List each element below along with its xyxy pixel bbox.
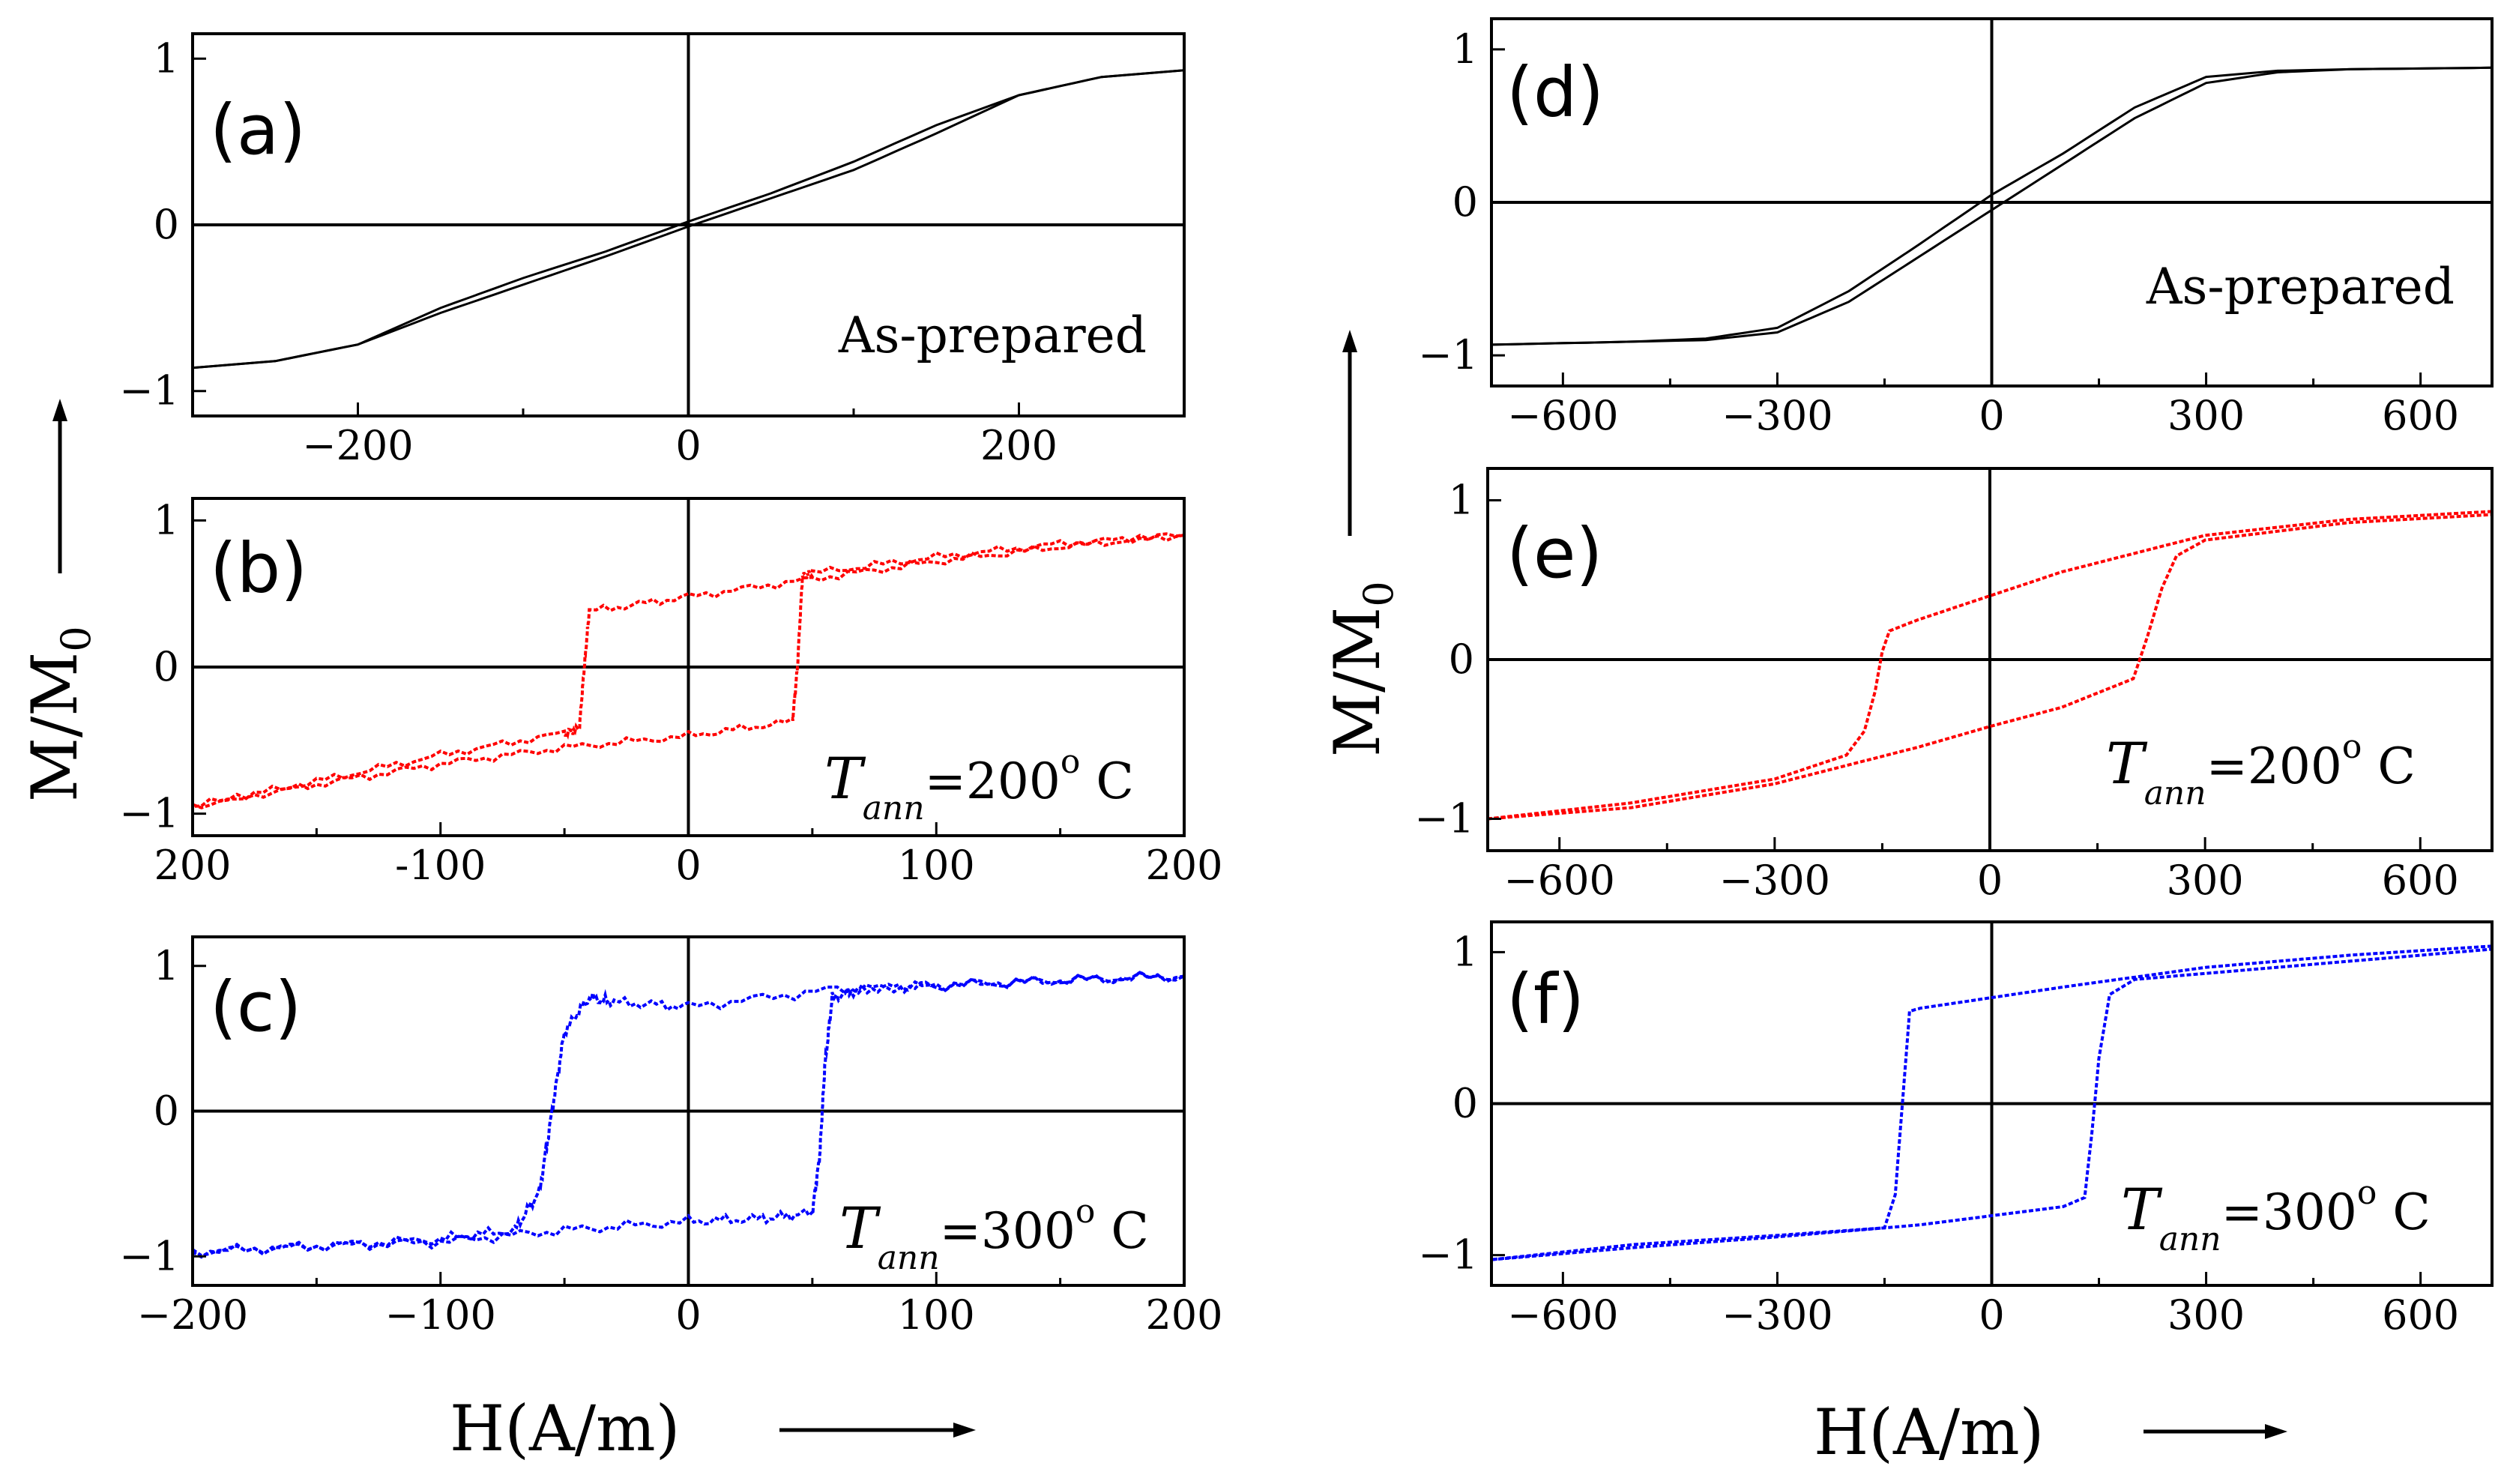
right-x-axis-title: H(A/m) xyxy=(1814,1396,2044,1469)
panel-label: (d) xyxy=(1506,52,1604,133)
panel-label: (f) xyxy=(1506,959,1584,1040)
series-line-descending xyxy=(1491,66,2493,346)
series-line-descending xyxy=(192,69,1185,370)
x-tick-label: −600 xyxy=(1507,392,1618,439)
y-tick-label: 0 xyxy=(154,643,179,690)
y-tick-label: −1 xyxy=(119,1232,179,1279)
x-tick-label: 300 xyxy=(2167,857,2244,904)
chart-panel-e: −600 −300 0 300 600 −1 0 1 (e) Tann=200o C xyxy=(1414,467,2494,904)
y-axis-title: M/M0 xyxy=(1321,581,1402,757)
x-tick-label: 600 xyxy=(2382,1291,2459,1339)
y-tick-label: 1 xyxy=(154,496,179,543)
x-tick-label: 0 xyxy=(1977,857,2003,904)
anneal-temperature-label: Tann=200o C xyxy=(824,743,1134,827)
right-y-axis-arrowhead xyxy=(1342,330,1357,352)
x-tick-label: 0 xyxy=(675,1291,701,1339)
x-tick-label: 100 xyxy=(898,842,975,889)
anneal-temperature-label: Tann=300o C xyxy=(2121,1174,2431,1258)
x-tick-label: 0 xyxy=(675,842,701,889)
x-tick-label: −300 xyxy=(1722,392,1832,439)
annotation-as-prepared: As-prepared xyxy=(2146,258,2455,316)
left-y-axis-label: M/M0 xyxy=(18,626,100,802)
annotation-as-prepared: As-prepared xyxy=(838,307,1147,364)
y-tick-label: −1 xyxy=(1418,1231,1478,1279)
x-tick-label: 600 xyxy=(2382,857,2459,904)
chart-panel-f: −600 −300 0 300 600 −1 0 1 (f) Tann=300o C xyxy=(1418,920,2494,1339)
left-x-axis-title: H(A/m) xyxy=(450,1392,680,1465)
chart-panel-a: −200 0 200 −1 0 1 (a) As-prepared xyxy=(119,32,1186,469)
y-tick-label: −1 xyxy=(1418,331,1478,378)
x-tick-label: −100 xyxy=(385,1291,496,1339)
y-tick-label: 0 xyxy=(154,201,179,248)
series-line-ascending xyxy=(1491,947,2493,1261)
right-x-axis-arrowhead xyxy=(2265,1424,2287,1439)
x-tick-label: -100 xyxy=(395,842,486,889)
x-tick-label: 200 xyxy=(980,422,1058,469)
y-tick-label: −1 xyxy=(119,367,179,414)
x-tick-label: −600 xyxy=(1504,857,1615,904)
series-line-ascending xyxy=(191,970,1185,1258)
anneal-temperature-label: Tann=300o C xyxy=(839,1192,1149,1277)
right-y-axis-label: M/M0 xyxy=(1321,581,1402,757)
x-tick-label: 300 xyxy=(2167,1291,2245,1339)
y-tick-label: −1 xyxy=(119,790,179,837)
panel-label: (c) xyxy=(210,967,301,1047)
panel-label: (e) xyxy=(1506,513,1602,594)
y-axis-title: M/M0 xyxy=(18,626,100,802)
x-tick-label: −600 xyxy=(1507,1291,1618,1339)
series-line-ascending xyxy=(192,532,1185,809)
x-tick-label: 200 xyxy=(1145,1291,1222,1339)
y-tick-label: −1 xyxy=(1414,795,1474,842)
y-tick-label: 0 xyxy=(1449,636,1474,683)
anneal-temperature-label: Tann=200o C xyxy=(2106,728,2416,812)
x-tick-label: 200 xyxy=(154,842,231,889)
series-line-ascending xyxy=(1491,66,2493,346)
x-tick-label: −200 xyxy=(137,1291,248,1339)
x-tick-label: 0 xyxy=(1979,392,2004,439)
panel-label: (a) xyxy=(210,90,306,170)
x-tick-label: −300 xyxy=(1719,857,1830,904)
chart-panel-b: 200 -100 0 100 200 −1 0 1 (b) Tann=200o C xyxy=(119,496,1222,889)
y-tick-label: 1 xyxy=(154,34,179,82)
series-line-ascending xyxy=(1487,513,2493,821)
x-tick-label: 0 xyxy=(1979,1291,2004,1339)
chart-panel-c: −200 −100 0 100 200 −1 0 1 (c) Tann=300o C xyxy=(119,935,1223,1339)
x-tick-label: 600 xyxy=(2382,392,2459,439)
y-tick-label: 1 xyxy=(1452,25,1478,73)
x-tick-label: −200 xyxy=(302,422,413,469)
y-tick-label: 0 xyxy=(1452,1080,1478,1127)
y-tick-label: 1 xyxy=(1449,477,1474,524)
x-tick-label: −300 xyxy=(1722,1291,1832,1339)
x-tick-label: 300 xyxy=(2167,392,2245,439)
series-line-descending xyxy=(1487,510,2493,821)
chart-panel-d: −600 −300 0 300 600 −1 0 1 (d) As-prepared xyxy=(1418,17,2494,439)
y-tick-label: 1 xyxy=(154,942,179,989)
y-tick-label: 0 xyxy=(154,1088,179,1135)
y-tick-label: 0 xyxy=(1452,178,1478,226)
panel-label: (b) xyxy=(210,528,307,609)
x-tick-label: 100 xyxy=(898,1291,975,1339)
x-tick-label: 0 xyxy=(675,422,701,469)
left-y-axis-arrowhead xyxy=(52,399,67,421)
x-tick-label: 200 xyxy=(1145,842,1222,889)
y-tick-label: 1 xyxy=(1452,928,1478,975)
series-line-descending xyxy=(192,533,1185,808)
left-x-axis-arrowhead xyxy=(953,1423,976,1438)
